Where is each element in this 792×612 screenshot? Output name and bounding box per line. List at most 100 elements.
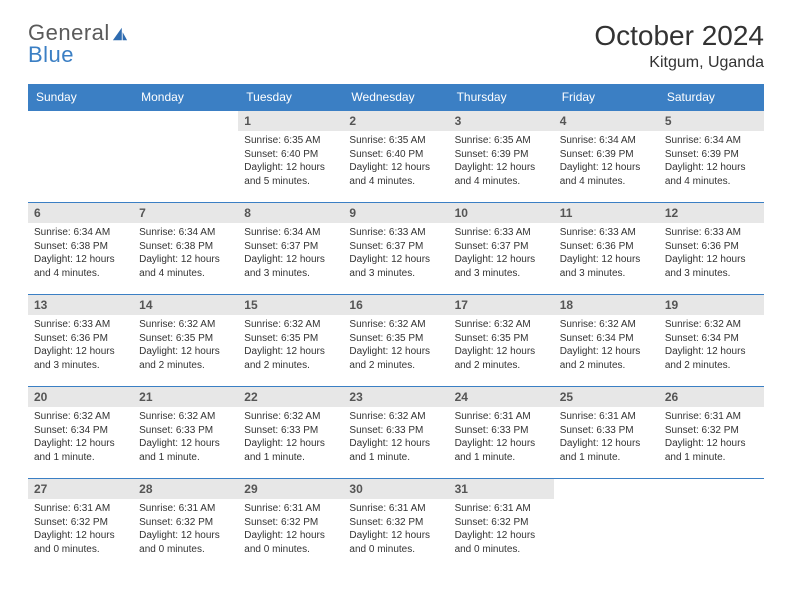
day-details: Sunrise: 6:35 AMSunset: 6:39 PMDaylight:…: [449, 131, 554, 194]
day-details: Sunrise: 6:31 AMSunset: 6:32 PMDaylight:…: [133, 499, 238, 562]
day-number: 21: [133, 387, 238, 407]
day-cell: 5Sunrise: 6:34 AMSunset: 6:39 PMDaylight…: [659, 111, 764, 203]
day-number: 30: [343, 479, 448, 499]
day-cell: 3Sunrise: 6:35 AMSunset: 6:39 PMDaylight…: [449, 111, 554, 203]
day-details: Sunrise: 6:35 AMSunset: 6:40 PMDaylight:…: [238, 131, 343, 194]
day-cell: 6Sunrise: 6:34 AMSunset: 6:38 PMDaylight…: [28, 203, 133, 295]
week-row: 1Sunrise: 6:35 AMSunset: 6:40 PMDaylight…: [28, 111, 764, 203]
day-cell: 18Sunrise: 6:32 AMSunset: 6:34 PMDayligh…: [554, 295, 659, 387]
header: GeneralBlue October 2024 Kitgum, Uganda: [28, 20, 764, 72]
day-cell: 21Sunrise: 6:32 AMSunset: 6:33 PMDayligh…: [133, 387, 238, 479]
day-details: Sunrise: 6:32 AMSunset: 6:33 PMDaylight:…: [238, 407, 343, 470]
weekday-wednesday: Wednesday: [343, 84, 448, 111]
calendar-head: SundayMondayTuesdayWednesdayThursdayFrid…: [28, 84, 764, 111]
day-details: Sunrise: 6:31 AMSunset: 6:32 PMDaylight:…: [343, 499, 448, 562]
day-cell: 15Sunrise: 6:32 AMSunset: 6:35 PMDayligh…: [238, 295, 343, 387]
day-number: 6: [28, 203, 133, 223]
day-cell: 19Sunrise: 6:32 AMSunset: 6:34 PMDayligh…: [659, 295, 764, 387]
location: Kitgum, Uganda: [594, 54, 764, 72]
day-details: Sunrise: 6:31 AMSunset: 6:32 PMDaylight:…: [28, 499, 133, 562]
day-number: 2: [343, 111, 448, 131]
day-cell: 4Sunrise: 6:34 AMSunset: 6:39 PMDaylight…: [554, 111, 659, 203]
weekday-tuesday: Tuesday: [238, 84, 343, 111]
day-details: Sunrise: 6:32 AMSunset: 6:35 PMDaylight:…: [343, 315, 448, 378]
day-cell: 7Sunrise: 6:34 AMSunset: 6:38 PMDaylight…: [133, 203, 238, 295]
day-details: Sunrise: 6:31 AMSunset: 6:32 PMDaylight:…: [659, 407, 764, 470]
day-details: Sunrise: 6:31 AMSunset: 6:33 PMDaylight:…: [449, 407, 554, 470]
title-block: October 2024 Kitgum, Uganda: [594, 20, 764, 72]
day-number: 24: [449, 387, 554, 407]
weekday-saturday: Saturday: [659, 84, 764, 111]
day-cell: 12Sunrise: 6:33 AMSunset: 6:36 PMDayligh…: [659, 203, 764, 295]
week-row: 6Sunrise: 6:34 AMSunset: 6:38 PMDaylight…: [28, 203, 764, 295]
weekday-thursday: Thursday: [449, 84, 554, 111]
day-number: 5: [659, 111, 764, 131]
day-cell: 25Sunrise: 6:31 AMSunset: 6:33 PMDayligh…: [554, 387, 659, 479]
day-cell: 11Sunrise: 6:33 AMSunset: 6:36 PMDayligh…: [554, 203, 659, 295]
day-number: 27: [28, 479, 133, 499]
logo: GeneralBlue: [28, 20, 131, 68]
day-cell: 27Sunrise: 6:31 AMSunset: 6:32 PMDayligh…: [28, 479, 133, 571]
day-cell: 30Sunrise: 6:31 AMSunset: 6:32 PMDayligh…: [343, 479, 448, 571]
day-details: Sunrise: 6:32 AMSunset: 6:33 PMDaylight:…: [343, 407, 448, 470]
day-details: Sunrise: 6:32 AMSunset: 6:35 PMDaylight:…: [238, 315, 343, 378]
day-details: Sunrise: 6:33 AMSunset: 6:36 PMDaylight:…: [28, 315, 133, 378]
day-number: 15: [238, 295, 343, 315]
day-cell: 24Sunrise: 6:31 AMSunset: 6:33 PMDayligh…: [449, 387, 554, 479]
day-number: 23: [343, 387, 448, 407]
day-cell: 16Sunrise: 6:32 AMSunset: 6:35 PMDayligh…: [343, 295, 448, 387]
day-number: 9: [343, 203, 448, 223]
weekday-monday: Monday: [133, 84, 238, 111]
day-cell: 2Sunrise: 6:35 AMSunset: 6:40 PMDaylight…: [343, 111, 448, 203]
day-cell: 17Sunrise: 6:32 AMSunset: 6:35 PMDayligh…: [449, 295, 554, 387]
day-number: 8: [238, 203, 343, 223]
day-number: 1: [238, 111, 343, 131]
day-cell: 8Sunrise: 6:34 AMSunset: 6:37 PMDaylight…: [238, 203, 343, 295]
weekday-sunday: Sunday: [28, 84, 133, 111]
day-number: 7: [133, 203, 238, 223]
day-number: 19: [659, 295, 764, 315]
day-cell: 26Sunrise: 6:31 AMSunset: 6:32 PMDayligh…: [659, 387, 764, 479]
logo-text-2: Blue: [28, 42, 131, 68]
day-details: Sunrise: 6:32 AMSunset: 6:33 PMDaylight:…: [133, 407, 238, 470]
logo-sail-icon: [111, 26, 129, 42]
week-row: 27Sunrise: 6:31 AMSunset: 6:32 PMDayligh…: [28, 479, 764, 571]
day-cell: 9Sunrise: 6:33 AMSunset: 6:37 PMDaylight…: [343, 203, 448, 295]
day-cell: 23Sunrise: 6:32 AMSunset: 6:33 PMDayligh…: [343, 387, 448, 479]
day-number: 28: [133, 479, 238, 499]
calendar: SundayMondayTuesdayWednesdayThursdayFrid…: [28, 84, 764, 571]
day-number: 3: [449, 111, 554, 131]
day-cell: 14Sunrise: 6:32 AMSunset: 6:35 PMDayligh…: [133, 295, 238, 387]
day-details: Sunrise: 6:34 AMSunset: 6:37 PMDaylight:…: [238, 223, 343, 286]
day-cell: 20Sunrise: 6:32 AMSunset: 6:34 PMDayligh…: [28, 387, 133, 479]
calendar-body: 1Sunrise: 6:35 AMSunset: 6:40 PMDaylight…: [28, 111, 764, 571]
day-number: 14: [133, 295, 238, 315]
day-number: 26: [659, 387, 764, 407]
day-cell: 22Sunrise: 6:32 AMSunset: 6:33 PMDayligh…: [238, 387, 343, 479]
day-number: 18: [554, 295, 659, 315]
day-cell: 31Sunrise: 6:31 AMSunset: 6:32 PMDayligh…: [449, 479, 554, 571]
day-details: Sunrise: 6:33 AMSunset: 6:36 PMDaylight:…: [659, 223, 764, 286]
day-details: Sunrise: 6:32 AMSunset: 6:34 PMDaylight:…: [28, 407, 133, 470]
day-cell-empty: [133, 111, 238, 203]
month-title: October 2024: [594, 20, 764, 52]
day-details: Sunrise: 6:35 AMSunset: 6:40 PMDaylight:…: [343, 131, 448, 194]
day-number: 13: [28, 295, 133, 315]
day-number: 10: [449, 203, 554, 223]
day-details: Sunrise: 6:32 AMSunset: 6:35 PMDaylight:…: [133, 315, 238, 378]
day-details: Sunrise: 6:34 AMSunset: 6:39 PMDaylight:…: [554, 131, 659, 194]
day-details: Sunrise: 6:33 AMSunset: 6:37 PMDaylight:…: [343, 223, 448, 286]
day-number: 25: [554, 387, 659, 407]
day-cell-empty: [554, 479, 659, 571]
day-cell: 1Sunrise: 6:35 AMSunset: 6:40 PMDaylight…: [238, 111, 343, 203]
week-row: 20Sunrise: 6:32 AMSunset: 6:34 PMDayligh…: [28, 387, 764, 479]
day-cell: 10Sunrise: 6:33 AMSunset: 6:37 PMDayligh…: [449, 203, 554, 295]
day-number: 31: [449, 479, 554, 499]
week-row: 13Sunrise: 6:33 AMSunset: 6:36 PMDayligh…: [28, 295, 764, 387]
day-details: Sunrise: 6:34 AMSunset: 6:38 PMDaylight:…: [28, 223, 133, 286]
day-number: 17: [449, 295, 554, 315]
day-cell: 13Sunrise: 6:33 AMSunset: 6:36 PMDayligh…: [28, 295, 133, 387]
day-details: Sunrise: 6:34 AMSunset: 6:39 PMDaylight:…: [659, 131, 764, 194]
day-cell-empty: [28, 111, 133, 203]
day-cell: 28Sunrise: 6:31 AMSunset: 6:32 PMDayligh…: [133, 479, 238, 571]
